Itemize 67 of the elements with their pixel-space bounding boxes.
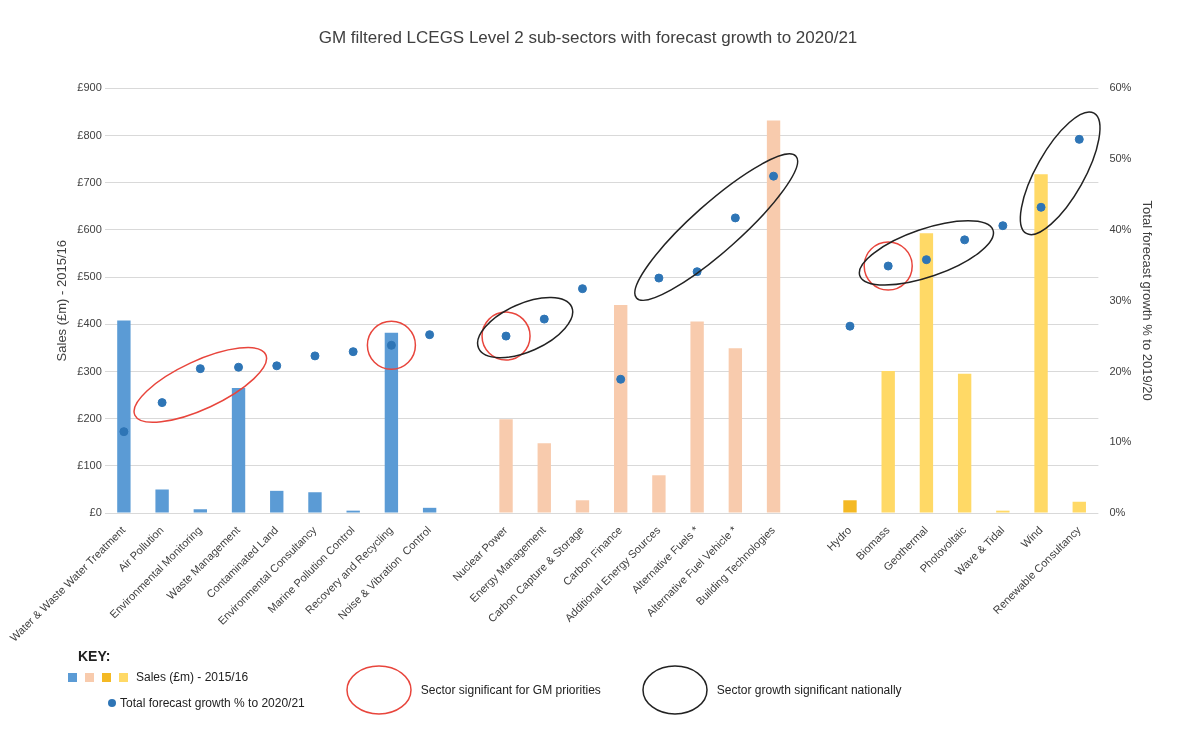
point xyxy=(730,213,740,223)
point xyxy=(195,364,205,374)
bar xyxy=(499,419,513,513)
point xyxy=(539,314,549,324)
y-axis-title: Sales (£m) - 2015/16 xyxy=(54,240,70,362)
point xyxy=(234,362,244,372)
bar xyxy=(1072,501,1086,513)
y-tick-label: £200 xyxy=(77,411,102,424)
point xyxy=(310,351,320,361)
bar xyxy=(843,500,857,513)
y-tick-label: £600 xyxy=(77,222,102,235)
point xyxy=(616,374,626,384)
y-tick-label: £0 xyxy=(89,506,102,519)
bar xyxy=(652,475,666,513)
y2-tick-label: 0% xyxy=(1109,506,1126,519)
y2-tick-label: 40% xyxy=(1109,222,1132,235)
y2-tick-label: 50% xyxy=(1109,152,1132,165)
bar xyxy=(384,332,399,513)
bar xyxy=(117,320,131,513)
point xyxy=(348,347,358,357)
point xyxy=(272,361,282,371)
bar xyxy=(1034,174,1048,513)
point xyxy=(845,321,855,331)
bar xyxy=(728,348,743,513)
bar xyxy=(193,509,208,513)
chart-title: GM filtered LCEGS Level 2 sub-sectors with forecast growth to 2020/21 xyxy=(318,27,858,47)
y-tick-label: £100 xyxy=(77,458,102,471)
point xyxy=(769,171,779,181)
point xyxy=(960,235,970,245)
point xyxy=(654,273,664,283)
y-tick-label: £900 xyxy=(77,81,102,94)
bar xyxy=(919,233,934,513)
legend-label: Total forecast growth % to 2020/21 xyxy=(120,696,305,710)
y2-axis-title: Total forecast growth % to 2019/20 xyxy=(1139,200,1155,401)
point xyxy=(1074,134,1084,144)
y2-tick-label: 10% xyxy=(1109,435,1132,448)
y-tick-label: £500 xyxy=(77,270,102,283)
bar xyxy=(270,490,284,513)
y2-tick-label: 30% xyxy=(1109,293,1132,306)
bar xyxy=(231,387,246,513)
y-tick-label: £700 xyxy=(77,175,102,188)
point xyxy=(998,221,1008,231)
text: Sector growth significant nationally xyxy=(716,683,902,697)
bar xyxy=(575,500,590,513)
point xyxy=(1036,202,1046,212)
bar xyxy=(766,120,781,513)
y2-tick-label: 20% xyxy=(1109,364,1132,377)
y-tick-label: £400 xyxy=(77,317,102,330)
bar xyxy=(537,443,551,513)
point xyxy=(577,284,587,294)
text: KEY: xyxy=(78,648,112,664)
bar xyxy=(957,373,972,513)
point xyxy=(921,255,931,265)
bar xyxy=(422,507,437,513)
bar xyxy=(614,304,628,513)
bar xyxy=(881,371,895,513)
y-tick-label: £300 xyxy=(77,364,102,377)
text: Sector significant for GM priorities xyxy=(420,683,601,697)
point xyxy=(157,398,167,408)
point xyxy=(425,330,435,340)
y2-tick-label: 60% xyxy=(1109,81,1132,94)
y-tick-label: £800 xyxy=(77,128,102,141)
bar xyxy=(155,489,169,513)
point xyxy=(119,427,129,437)
bar xyxy=(308,492,322,513)
bar xyxy=(690,321,704,513)
legend-label: Sales (£m) - 2015/16 xyxy=(136,670,249,684)
